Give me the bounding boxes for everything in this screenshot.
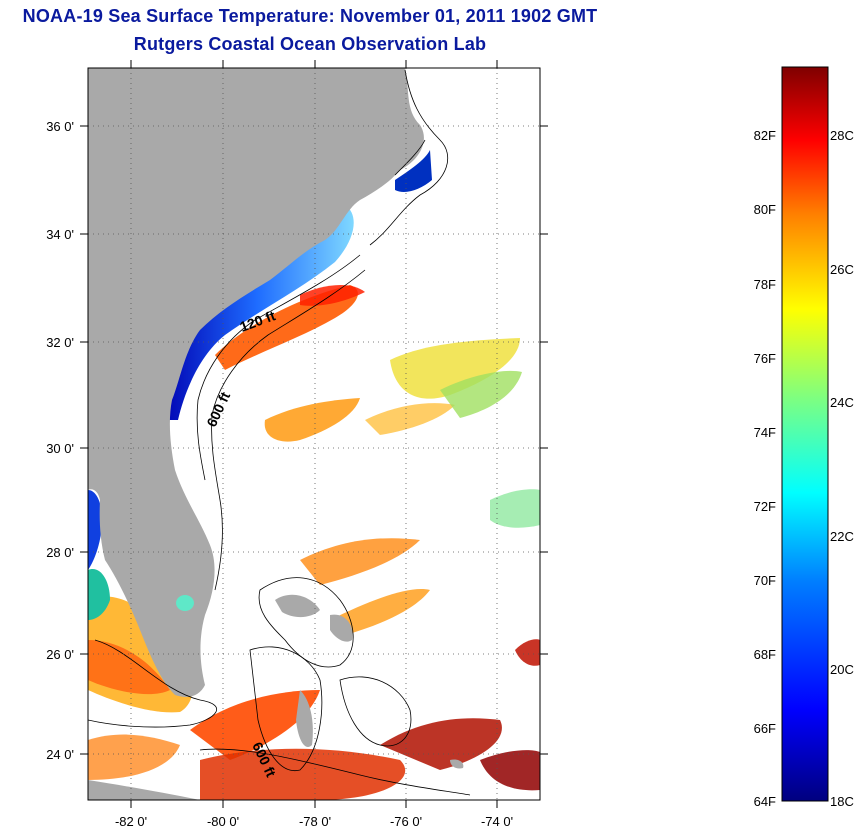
f-label: 66F	[754, 721, 776, 736]
c-label: 20C	[830, 662, 854, 677]
lat-label: 34 0'	[46, 227, 74, 242]
f-label: 68F	[754, 647, 776, 662]
lon-label: -80 0'	[207, 814, 239, 829]
longitude-labels: -82 0' -80 0' -78 0' -76 0' -74 0'	[115, 814, 513, 829]
lat-label: 26 0'	[46, 647, 74, 662]
c-label: 22C	[830, 529, 854, 544]
lon-label: -74 0'	[481, 814, 513, 829]
lat-label: 24 0'	[46, 747, 74, 762]
f-label: 74F	[754, 425, 776, 440]
lat-label: 32 0'	[46, 335, 74, 350]
f-label: 70F	[754, 573, 776, 588]
sst-coastal-cold-band	[160, 205, 354, 420]
lat-label: 36 0'	[46, 119, 74, 134]
lon-label: -76 0'	[390, 814, 422, 829]
lat-label: 30 0'	[46, 441, 74, 456]
map-title: NOAA-19 Sea Surface Temperature: Novembe…	[22, 6, 598, 26]
sst-map: 120 ft 600 ft 600 ft 36 0' 34 0' 32 0' 3…	[46, 60, 548, 829]
f-label: 72F	[754, 499, 776, 514]
lon-label: -82 0'	[115, 814, 147, 829]
c-label: 26C	[830, 262, 854, 277]
land-bahamas	[275, 594, 464, 769]
c-label: 24C	[830, 395, 854, 410]
bathymetry-contours	[88, 69, 471, 796]
f-label: 82F	[754, 128, 776, 143]
lake-okeechobee	[176, 595, 194, 611]
f-label: 64F	[754, 794, 776, 809]
map-subtitle: Rutgers Coastal Ocean Observation Lab	[133, 34, 487, 54]
c-label: 18C	[830, 794, 854, 809]
f-label: 78F	[754, 277, 776, 292]
f-label: 80F	[754, 202, 776, 217]
latitude-labels: 36 0' 34 0' 32 0' 30 0' 28 0' 26 0' 24 0…	[46, 119, 74, 762]
frame-ticks	[80, 60, 548, 808]
temperature-colorbar: 82F 80F 78F 76F 74F 72F 70F 68F 66F 64F …	[754, 66, 854, 809]
lat-label: 28 0'	[46, 545, 74, 560]
c-label: 28C	[830, 128, 854, 143]
colorbar-fahrenheit-labels: 82F 80F 78F 76F 74F 72F 70F 68F 66F 64F	[754, 128, 776, 809]
land-southeast-us	[88, 68, 424, 697]
colorbar-gradient	[781, 66, 829, 802]
map-graticule	[88, 68, 540, 800]
lon-label: -78 0'	[299, 814, 331, 829]
f-label: 76F	[754, 351, 776, 366]
colorbar-celsius-labels: 28C 26C 24C 22C 20C 18C	[830, 128, 854, 809]
